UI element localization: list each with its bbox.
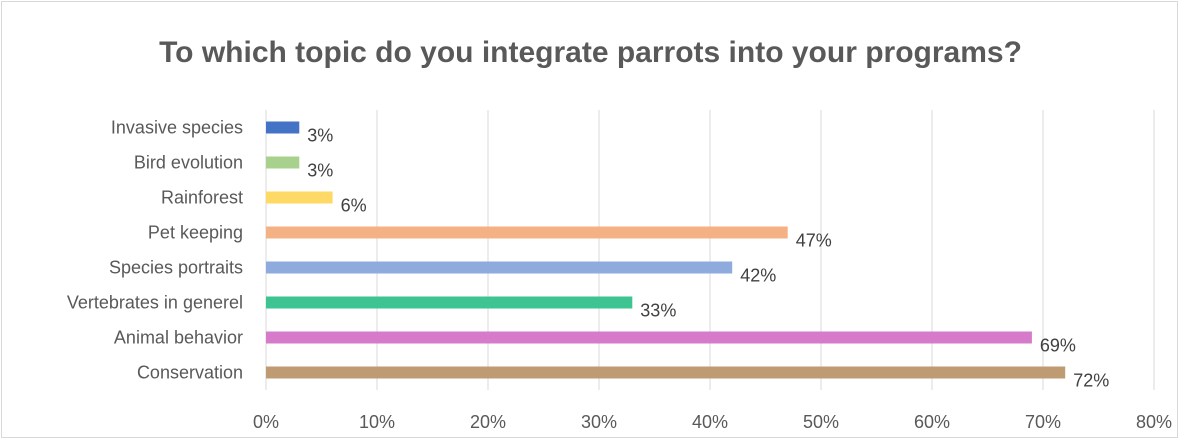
chart-title: To which topic do you integrate parrots … <box>159 36 1022 69</box>
bar <box>266 121 300 134</box>
value-label: 6% <box>341 196 367 216</box>
category-label: Conservation <box>137 363 243 383</box>
bar <box>266 366 1066 379</box>
value-label: 3% <box>307 126 333 146</box>
category-label: Pet keeping <box>148 223 243 243</box>
category-label: Invasive species <box>111 118 243 138</box>
x-tick-label: 50% <box>803 412 839 432</box>
category-label: Bird evolution <box>134 153 243 173</box>
x-tick-labels: 0% 10% 20% 30% 40% 50% 60% 70% 80% <box>253 412 1172 432</box>
value-label: 33% <box>640 301 676 321</box>
x-tick-label: 70% <box>1025 412 1061 432</box>
bar <box>266 296 633 309</box>
bar <box>266 156 300 169</box>
bar <box>266 331 1032 344</box>
value-label: 69% <box>1040 336 1076 356</box>
value-label: 72% <box>1073 371 1109 391</box>
category-label: Species portraits <box>109 258 243 278</box>
x-tick-label: 10% <box>359 412 395 432</box>
category-labels: Invasive species Bird evolution Rainforest… <box>67 118 243 383</box>
x-tick-label: 30% <box>581 412 617 432</box>
value-label: 47% <box>796 231 832 251</box>
x-tick-label: 20% <box>470 412 506 432</box>
category-label: Animal behavior <box>114 328 243 348</box>
value-label: 42% <box>740 266 776 286</box>
value-labels: 3% 3% 6% 47% 42% 33% 69% 72% <box>307 126 1109 391</box>
value-label: 3% <box>307 161 333 181</box>
bar <box>266 226 788 239</box>
category-label: Rainforest <box>161 188 243 208</box>
x-tick-label: 80% <box>1136 412 1172 432</box>
category-label: Vertebrates in generel <box>67 293 243 313</box>
x-tick-label: 40% <box>692 412 728 432</box>
gridlines <box>265 110 1155 390</box>
bars <box>266 121 1066 379</box>
bar <box>266 261 733 274</box>
x-tick-label: 0% <box>253 412 279 432</box>
bar <box>266 191 333 204</box>
x-tick-label: 60% <box>914 412 950 432</box>
